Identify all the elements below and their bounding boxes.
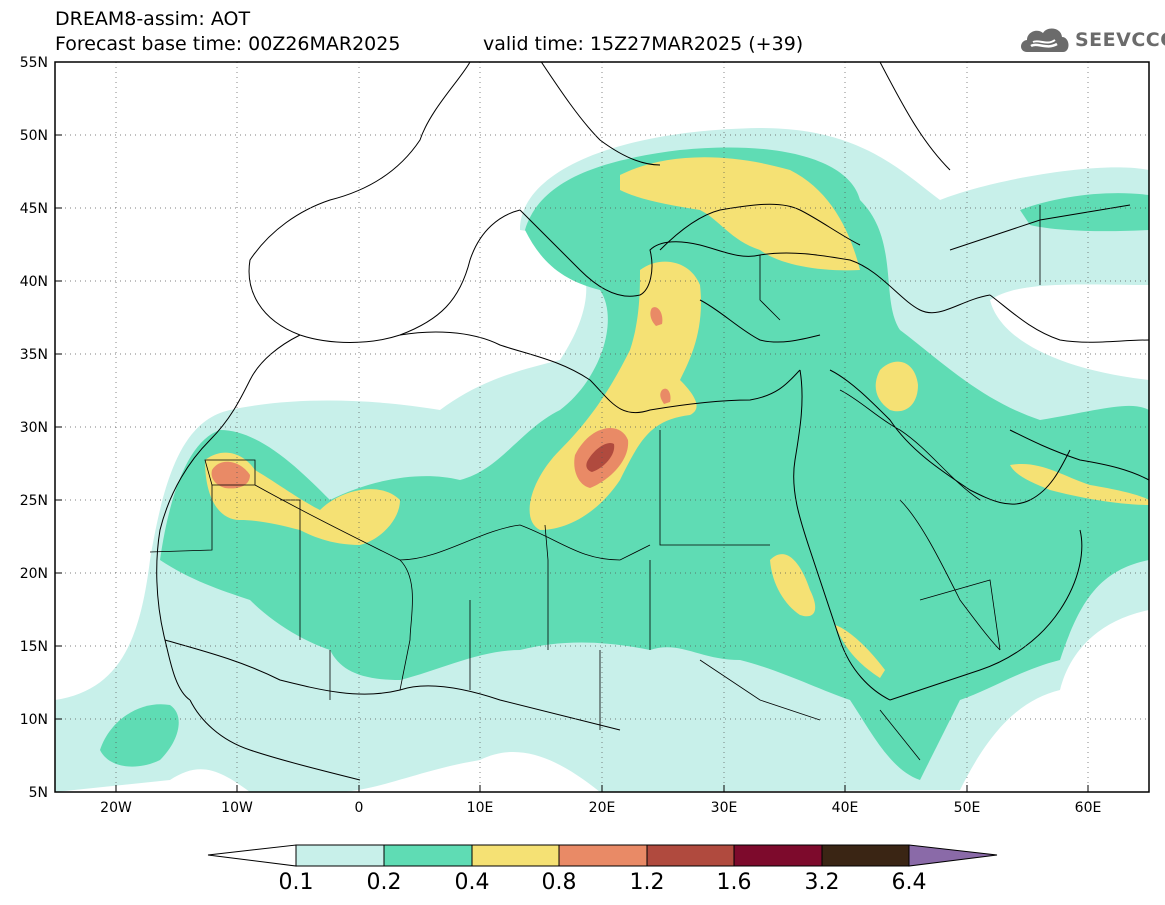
lat-labels: 5N 10N 15N 20N 25N 30N 35N 40N 45N 50N 5… [20,55,48,801]
lat-tick-label: 5N [29,785,48,801]
lat-tick-label: 55N [20,55,48,71]
aot-band-1.2-libya [586,442,615,472]
forecast-base-time: Forecast base time: 00Z26MAR2025 [55,33,401,55]
lon-tick-label: 20E [589,800,616,816]
lat-tick-label: 40N [20,274,48,290]
aot-band-0.4-north [620,157,860,271]
lat-tick-label: 45N [20,201,48,217]
colorbar-label: 0.1 [278,870,314,895]
lon-tick-label: 30E [711,800,738,816]
colorbar-label: 1.6 [716,870,752,895]
colorbar-label: 0.2 [366,870,402,895]
lat-tick-label: 25N [20,493,48,509]
axis-ticks [55,61,1089,793]
coastlines [156,62,1149,781]
lat-tick-label: 50N [20,128,48,144]
lat-tick-label: 35N [20,347,48,363]
aot-band-0.8-crete [660,388,671,404]
cloud-icon [1021,28,1069,52]
lon-tick-label: 10W [221,800,253,816]
colorbar-label: 3.2 [804,870,840,895]
aot-band-0.4-yemen [835,625,885,678]
aot-band-0.2 [160,147,1149,780]
aot-band-0.4-balkan [529,261,701,530]
aot-band-0.4-gulf [1010,464,1149,505]
colorbar-label: 0.4 [454,870,490,895]
colorbar-label: 6.4 [891,870,927,895]
lon-tick-label: 50E [954,800,981,816]
lon-tick-label: 10E [467,800,494,816]
valid-time: valid time: 15Z27MAR2025 (+39) [483,33,804,55]
aot-band-0.4-west [205,452,400,545]
lat-tick-label: 10N [20,712,48,728]
graticule [55,62,1149,792]
aot-band-0.8-aegean [650,307,663,326]
colorbar-label: 1.2 [629,870,665,895]
lat-tick-label: 20N [20,566,48,582]
political-borders [149,205,1041,761]
lon-tick-label: 0 [355,800,364,816]
aot-band-0.4-redsea [770,554,816,617]
lat-tick-label: 30N [20,420,48,436]
aot-band-0.8-morocco [211,461,250,489]
colorbar-label: 0.8 [541,870,577,895]
lat-tick-label: 15N [20,639,48,655]
aot-band-0.2-west [100,704,179,767]
lon-labels: 20W 10W 0 10E 20E 30E 40E 50E 60E [100,800,1101,816]
lon-tick-label: 40E [832,800,859,816]
aot-band-0.4-arabia [875,361,918,412]
seevccc-logo: SEEVCCC [1017,22,1165,60]
lon-tick-label: 20W [100,800,132,816]
logo-text: SEEVCCC [1075,29,1165,51]
lon-tick-label: 60E [1075,800,1102,816]
map-title: DREAM8-assim: AOT [55,8,251,30]
